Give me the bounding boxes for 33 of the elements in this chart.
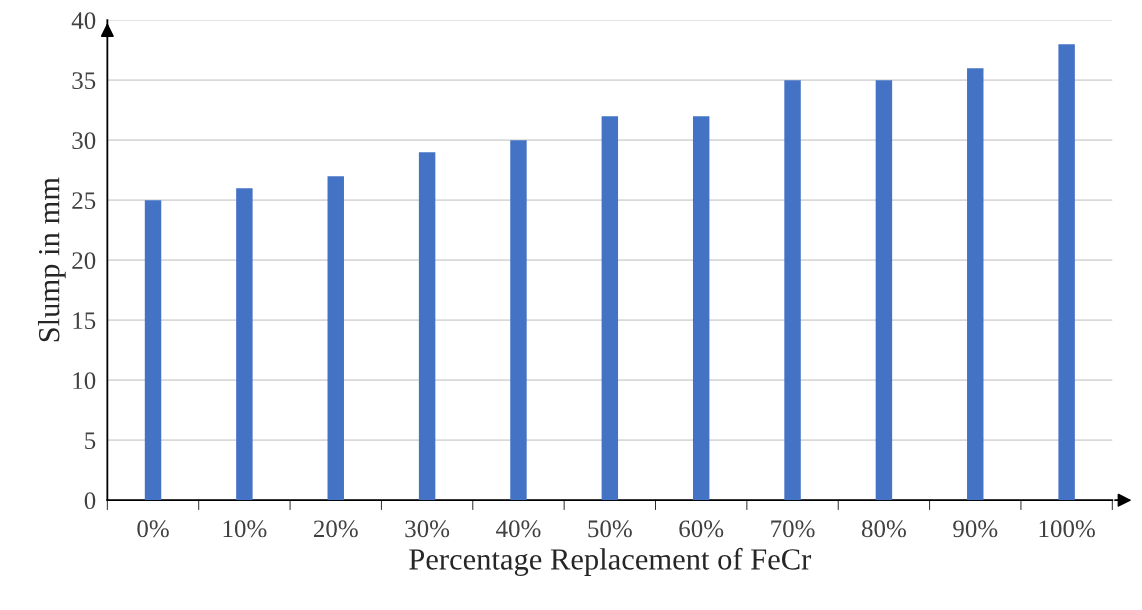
bar <box>510 140 527 501</box>
x-tick-label: 90% <box>953 520 998 538</box>
y-tick-label: 35 <box>72 72 96 90</box>
x-tick-label: 50% <box>588 520 632 538</box>
bar <box>327 176 344 501</box>
x-tick-label: 20% <box>313 520 358 538</box>
x-tick-label: 60% <box>679 520 724 538</box>
y-axis-title: Slump in mm <box>37 177 66 342</box>
bar <box>875 80 893 501</box>
y-tick-label: 15 <box>73 312 96 330</box>
y-tick-label: 25 <box>72 192 96 210</box>
x-tick-label: 30% <box>405 520 450 538</box>
y-tick-label: 5 <box>85 432 96 450</box>
y-tick-label: 0 <box>84 492 96 510</box>
x-tick-label: 80% <box>861 520 906 538</box>
bar <box>967 68 984 501</box>
bar <box>601 116 619 501</box>
bar <box>692 116 710 501</box>
y-tick-label: 20 <box>72 252 96 270</box>
bar <box>144 200 162 501</box>
x-tick-label: 100% <box>1039 520 1095 538</box>
x-axis-title: Percentage Replacement of FeCr <box>409 547 812 576</box>
x-tick-label: 70% <box>771 520 815 538</box>
x-tick-label: 40% <box>496 520 541 538</box>
bar <box>418 152 436 501</box>
x-tick-label: 0% <box>137 520 169 538</box>
x-tick-label: 10% <box>223 520 267 538</box>
y-tick-label: 40 <box>71 12 96 30</box>
y-tick-label: 30 <box>72 132 96 150</box>
bar <box>1058 44 1075 501</box>
bar <box>784 80 801 501</box>
bar <box>236 188 253 501</box>
y-tick-label: 10 <box>73 372 96 390</box>
